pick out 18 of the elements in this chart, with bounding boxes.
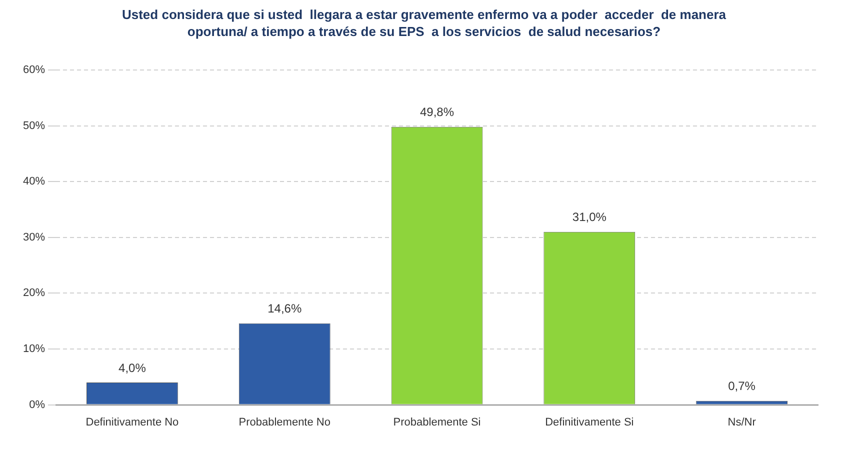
y-tick-label: 0% bbox=[29, 398, 46, 411]
y-tick-label: 10% bbox=[22, 343, 46, 356]
data-label: 31,0% bbox=[572, 210, 607, 224]
data-label: 49,8% bbox=[420, 105, 454, 120]
x-tick-label: Probablemente Si bbox=[393, 416, 481, 428]
y-tick-label: 60% bbox=[22, 64, 46, 76]
data-label: 14,6% bbox=[268, 302, 302, 316]
y-tick-label: 50% bbox=[22, 120, 46, 132]
x-tick-label: Ns/Nr bbox=[728, 416, 756, 428]
x-tick-label: Definitivamente Si bbox=[545, 416, 634, 428]
x-tick-label: Definitivamente No bbox=[86, 416, 179, 428]
y-tick-label: 30% bbox=[22, 231, 46, 244]
y-tick-label: 40% bbox=[22, 176, 46, 188]
data-label: 0,7% bbox=[728, 379, 756, 394]
x-tick-label: Probablemente No bbox=[238, 416, 330, 428]
data-label: 4,0% bbox=[118, 360, 146, 375]
y-tick-label: 20% bbox=[22, 287, 46, 300]
chart-title: Usted considera que si usted llegara a estar gravemente enfermo va a poder acceder de manera oportuna/ a tiempo a través de su EPS a los servicios de salud necesarios? bbox=[120, 6, 728, 40]
